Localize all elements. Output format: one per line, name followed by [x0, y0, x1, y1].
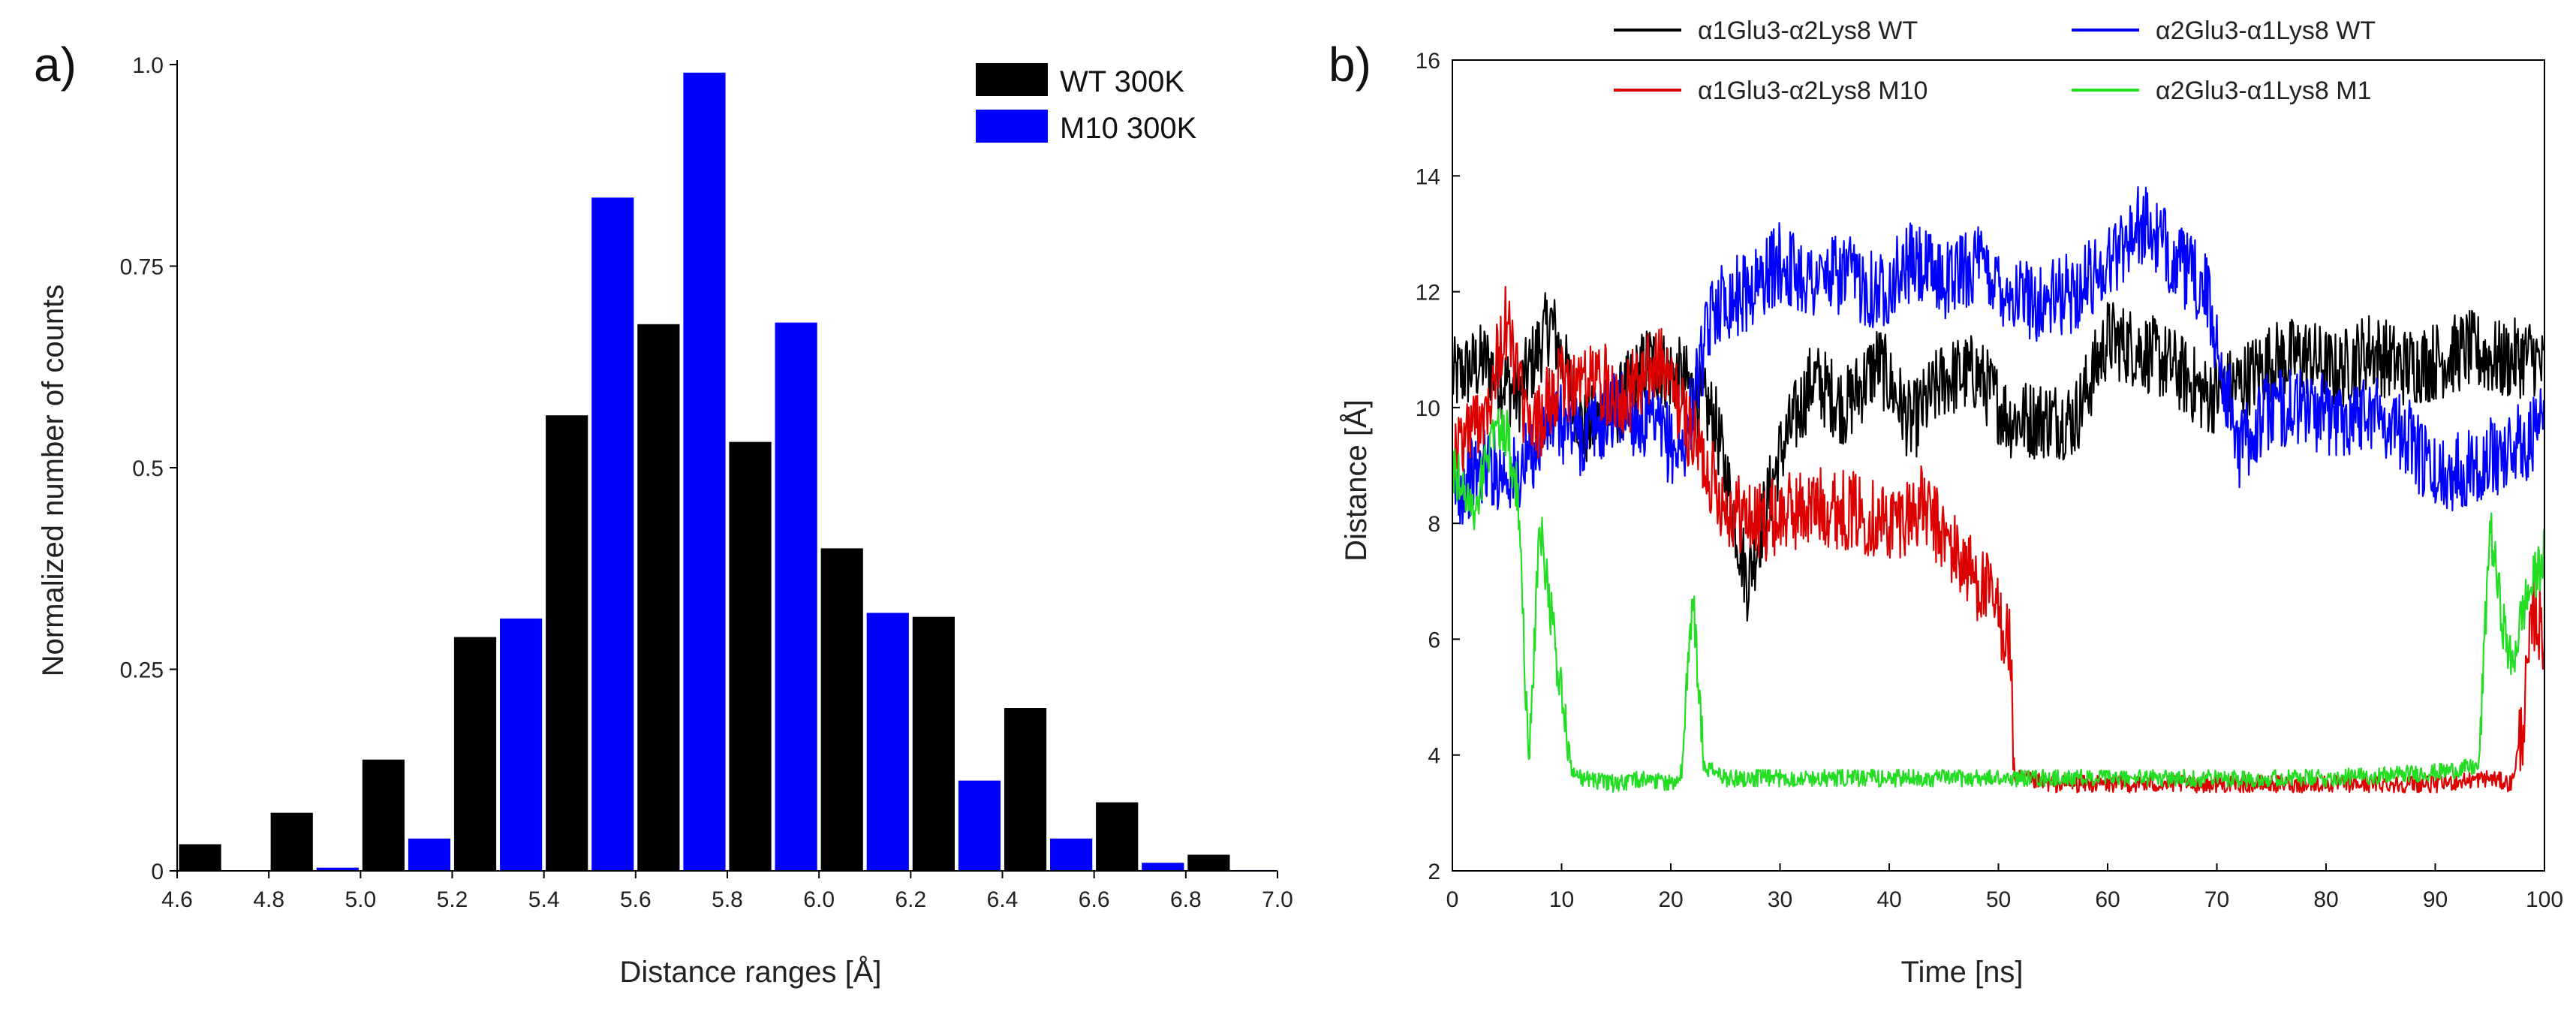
panel-a-x-tick-label: 5.0	[345, 887, 376, 912]
panel-b-x-tick-label: 10	[1549, 887, 1574, 912]
series-line-a2glu3-a1lys8-m1	[1451, 408, 2546, 793]
panel-b-y-tick-label: 14	[1416, 164, 1440, 189]
bar-wt-300k-6_5	[1004, 708, 1047, 871]
panel-a-x-tick-label: 4.8	[253, 887, 284, 912]
series-line-a2glu3-a1lys8-wt	[1451, 186, 2546, 525]
legend-label-a2glu3-a1lys8-m1: α2Glu3-α1Lys8 M1	[2156, 77, 2372, 105]
bar-wt-300k-6_9	[1187, 854, 1230, 871]
panel-b-x-tick-label: 80	[2313, 887, 2338, 912]
panel-a-y-tick-label: 0.5	[132, 456, 164, 481]
panel-b-xlabel: Time [ns]	[1901, 956, 2024, 989]
bar-m10-300k-4_9	[316, 867, 359, 871]
panel-a-x-tick-label: 5.8	[712, 887, 743, 912]
panel-b-x-tick-label: 70	[2204, 887, 2229, 912]
panel-b-y-tick-label: 2	[1428, 860, 1440, 884]
bar-m10-300k-5_5	[591, 197, 634, 872]
panel-b-x-tick-label: 50	[1986, 887, 2011, 912]
legend-label-a1glu3-a2lys8-wt: α1Glu3-α2Lys8 WT	[1698, 17, 1918, 45]
panel-a-label: a)	[34, 38, 77, 92]
panel-a-x-tick-label: 5.4	[528, 887, 560, 912]
legend-label-m10-300k: M10 300K	[1060, 112, 1197, 145]
panel-b-y-tick-label: 8	[1428, 512, 1440, 537]
bar-m10-300k-5_3	[500, 618, 543, 871]
panel-b-x-tick-label: 60	[2095, 887, 2120, 912]
panel-b-y-tick-label: 6	[1428, 628, 1440, 652]
bar-m10-300k-5_1	[408, 839, 451, 871]
bar-wt-300k-5_5	[546, 415, 588, 871]
panel-a-x-tick-label: 6.4	[987, 887, 1019, 912]
bar-wt-300k-6_3	[912, 616, 955, 871]
panel-a-y-tick-label: 0	[151, 860, 164, 884]
panel-b-label: b)	[1329, 38, 1371, 92]
panel-b-y-tick-label: 10	[1416, 396, 1440, 421]
bar-wt-300k-4_9	[270, 812, 313, 871]
panel-b-ylabel: Distance [Å]	[1339, 399, 1373, 562]
panel-b-x-tick-label: 20	[1658, 887, 1683, 912]
panel-b-timeseries: b) 0 10 20 30 40 50 60 70 80 90 100 2 4 6 8 10 12 14 16 Ti…	[1329, 17, 2563, 989]
bar-m10-300k-6_5	[1050, 839, 1093, 871]
panel-b-x-tick-label: 100	[2526, 887, 2563, 912]
panel-a-xlabel: Distance ranges [Å]	[619, 955, 881, 989]
panel-a-x-tick-label: 6.2	[895, 887, 926, 912]
bar-m10-300k-6_3	[958, 780, 1001, 871]
panel-a-y-tick-label: 1.0	[132, 53, 164, 78]
panel-b-x-tick-label: 30	[1768, 887, 1792, 912]
panel-b-x-tick-label: 40	[1876, 887, 1901, 912]
bar-wt-300k-5_3	[453, 637, 497, 871]
bar-wt-300k-5_1	[362, 759, 405, 871]
series-line-a1glu3-a2lys8-wt	[1451, 292, 2545, 622]
legend-label-a2glu3-a1lys8-wt: α2Glu3-α1Lys8 WT	[2156, 17, 2376, 45]
bar-wt-300k-6_1	[820, 548, 863, 871]
panel-a-x-tick-label: 6.6	[1079, 887, 1110, 912]
panel-b-x-tick-label: 0	[1446, 887, 1459, 912]
legend-label-wt-300k: WT 300K	[1060, 65, 1184, 98]
panel-b-y-tick-label: 16	[1416, 49, 1440, 74]
bar-m10-300k-5_7	[683, 72, 726, 872]
panel-b-x-tick-label: 90	[2423, 887, 2448, 912]
panel-a-x-tick-label: 6.0	[803, 887, 835, 912]
bar-wt-300k-5_9	[729, 441, 772, 871]
legend-label-a1glu3-a2lys8-m10: α1Glu3-α2Lys8 M10	[1698, 77, 1927, 105]
bar-m10-300k-6_1	[866, 613, 909, 871]
panel-a-y-tick-label: 0.75	[120, 255, 164, 280]
bar-m10-300k-5_9	[775, 322, 817, 871]
panel-a-x-tick-label: 4.6	[161, 887, 193, 912]
panel-a-x-tick-label: 6.8	[1170, 887, 1202, 912]
panel-a-x-tick-label: 5.2	[437, 887, 468, 912]
panel-a-y-tick-label: 0.25	[120, 658, 164, 683]
bar-wt-300k-5_7	[637, 324, 680, 871]
panel-a-ylabel: Normalized number of counts	[37, 285, 70, 676]
panel-b-y-tick-label: 4	[1428, 744, 1440, 769]
panel-a-legend: WT 300K M10 300K	[976, 63, 1197, 145]
bar-wt-300k-4_7	[179, 844, 221, 871]
legend-swatch-m10-300k	[976, 110, 1048, 143]
panel-a-x-tick-label: 5.6	[620, 887, 652, 912]
bar-m10-300k-6_7	[1142, 863, 1184, 871]
panel-b-y-tick-label: 12	[1416, 281, 1440, 306]
bar-wt-300k-6_7	[1096, 802, 1139, 871]
panel-b-plot-frame	[1452, 59, 2545, 872]
panel-b-legend: α1Glu3-α2Lys8 WT α2Glu3-α1Lys8 WT α1Glu3…	[1614, 17, 2376, 105]
panel-a-histogram: a) 4.6 4.8 5.0 5.2 5.4 5.6 5.8 6.0 6.2 6.4 6.6 6.8 7…	[34, 38, 1293, 989]
legend-swatch-wt-300k	[976, 63, 1048, 96]
panel-a-x-tick-label: 7.0	[1262, 887, 1293, 912]
